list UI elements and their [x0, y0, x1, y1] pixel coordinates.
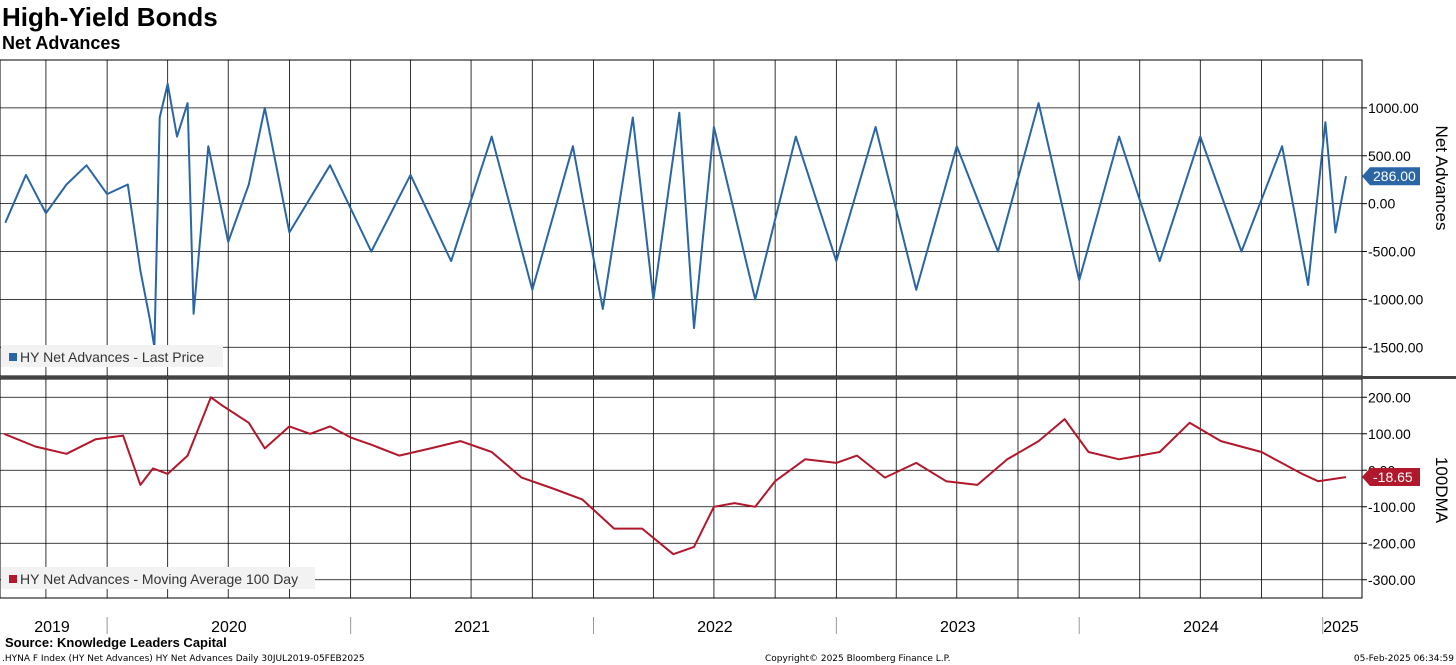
y-tick-label: -200.00: [1368, 535, 1416, 551]
y-tick-label: 100.00: [1368, 426, 1411, 442]
y-tick-label: 500.00: [1368, 148, 1411, 164]
legend-box: [1, 567, 315, 589]
x-axis: 2019 2020 2021 2022 2023 2024 2025: [34, 617, 1359, 636]
y-tick-label: -500.00: [1368, 244, 1416, 260]
chart-title: High-Yield Bonds: [2, 2, 218, 32]
footer-index-info: .HYNA F Index (HY Net Advances) HY Net A…: [2, 654, 365, 664]
x-tick-label: 2021: [454, 619, 490, 636]
y-tick-label: -1000.00: [1368, 291, 1423, 307]
x-tick-label: 2023: [940, 619, 976, 636]
y-tick-label: -100.00: [1368, 499, 1416, 515]
last-value-badge: [1362, 167, 1420, 186]
x-tick-label: 2024: [1183, 619, 1219, 636]
y-tick-label: -1500.00: [1368, 339, 1423, 355]
x-tick-label: 2019: [34, 619, 70, 636]
panel-separator: [0, 376, 1456, 379]
footer-copyright: Copyright© 2025 Bloomberg Finance L.P.: [765, 654, 951, 664]
y-tick-label: 0.00: [1368, 196, 1395, 212]
y-axis-label: Net Advances: [1432, 126, 1451, 231]
source-note: Source: Knowledge Leaders Capital: [5, 635, 227, 650]
last-value-badge: [1362, 468, 1420, 487]
legend-label: HY Net Advances - Moving Average 100 Day: [20, 571, 298, 587]
y-tick-label: 1000.00: [1368, 100, 1419, 116]
y-tick-label: -300.00: [1368, 572, 1416, 588]
moving-average-panel: -300.00-200.00-100.000.00100.00200.00-18…: [0, 378, 1451, 599]
x-tick-label: 2022: [697, 619, 733, 636]
legend-box: [1, 345, 223, 367]
chart-subtitle: Net Advances: [2, 33, 121, 53]
plot-area: [0, 378, 1363, 599]
net-advances-panel: -1500.00 -1000.00 -500.00 0.00 500.00 1000.00…: [0, 59, 1451, 377]
moving-average-line: [3, 396, 1347, 556]
y-tick-label: 200.00: [1368, 389, 1411, 405]
last-value-label: 286.00: [1373, 168, 1416, 184]
legend-swatch: [9, 575, 17, 583]
last-value-label: -18.65: [1373, 469, 1413, 485]
plot-area: [0, 59, 1363, 377]
y-axis-label: 100DMA: [1432, 457, 1451, 524]
legend-label: HY Net Advances - Last Price: [20, 349, 204, 365]
footer-timestamp: 05-Feb-2025 06:34:59: [1353, 654, 1454, 664]
x-tick-label: 2020: [211, 619, 247, 636]
legend-swatch: [9, 353, 17, 361]
net-advances-line: [4, 82, 1347, 349]
x-tick-label: 2025: [1323, 619, 1359, 636]
